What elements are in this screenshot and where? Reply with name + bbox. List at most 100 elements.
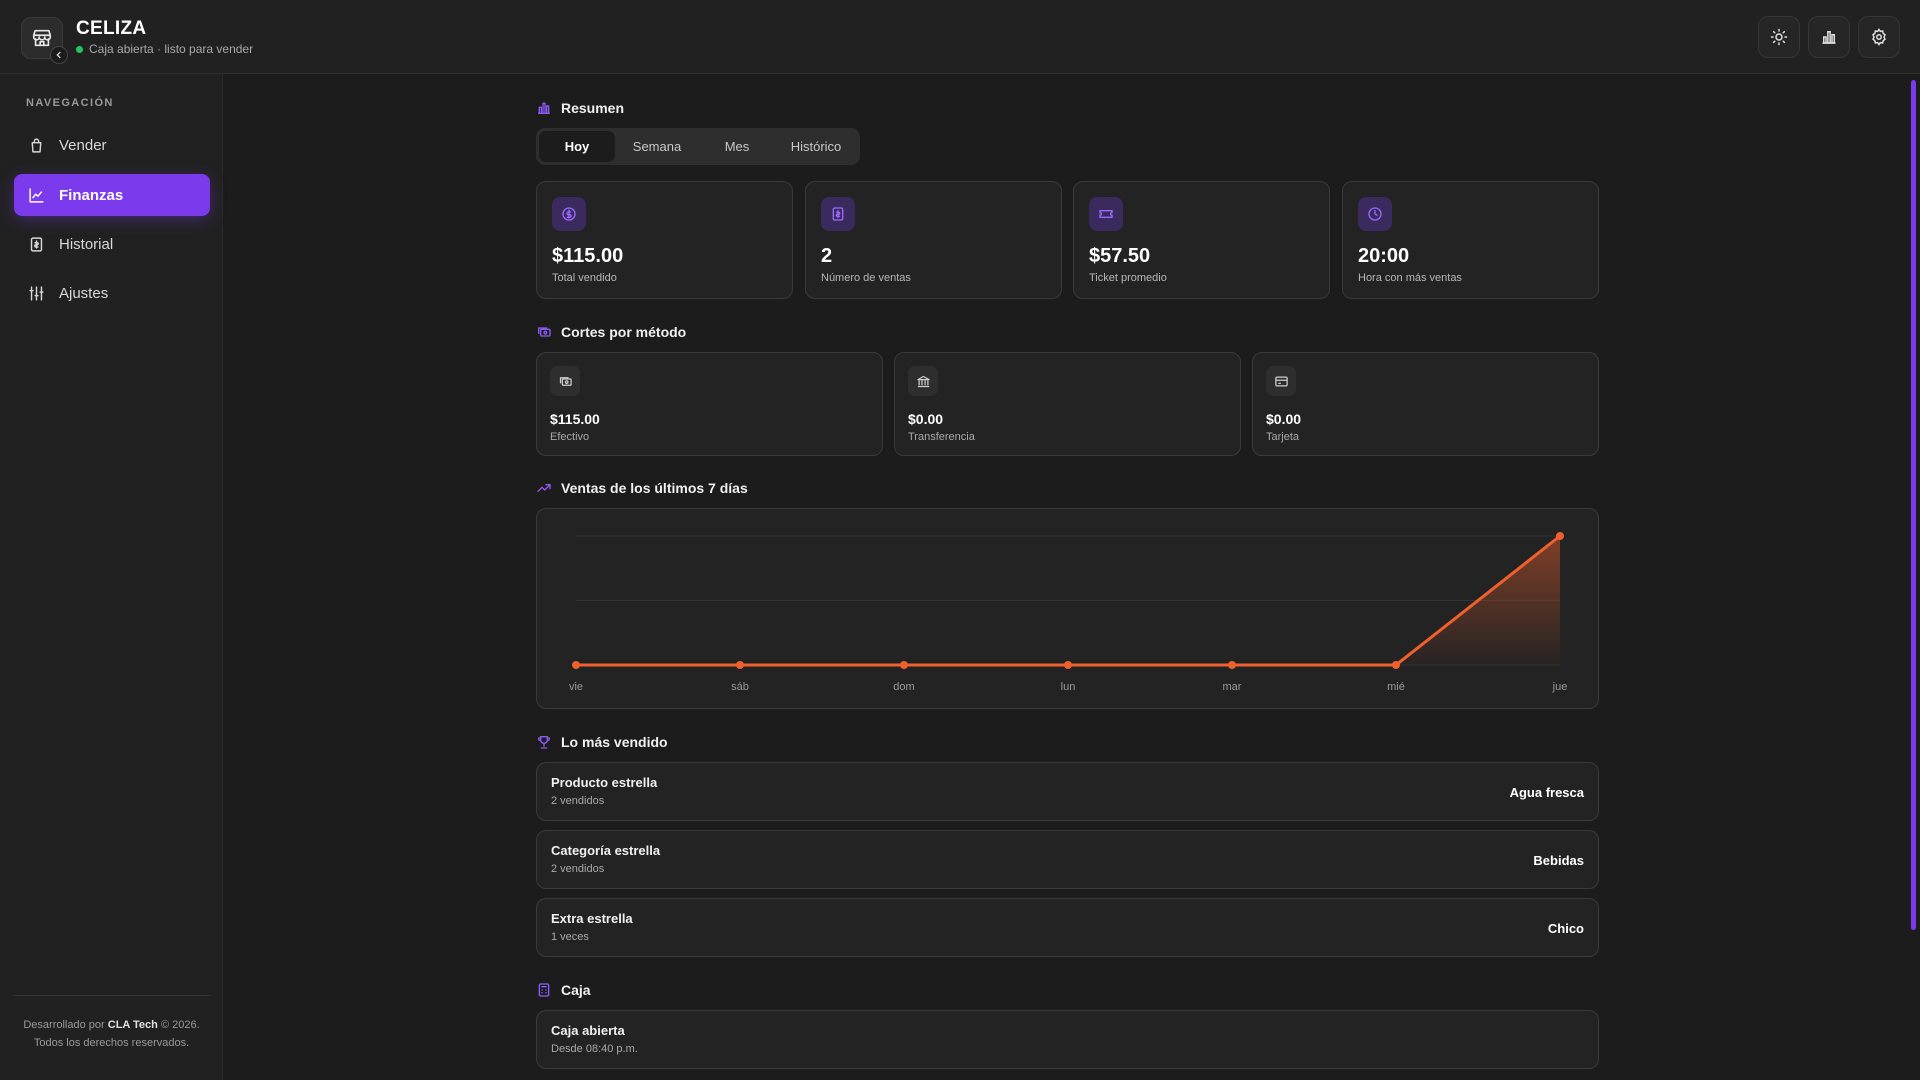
stat-label: Hora con más ventas [1358, 272, 1462, 284]
top-row-extra: Extra estrella 1 veces Chico [536, 898, 1599, 957]
chart-x-tick-label: lun [1061, 681, 1076, 693]
app-title: CELIZA [76, 18, 147, 39]
stat-card-total: $115.00 Total vendido [536, 181, 793, 299]
ventas-title: Ventas de los últimos 7 días [536, 480, 748, 496]
shopping-bag-icon [31, 137, 42, 153]
trending-up-icon [537, 484, 551, 492]
method-card-tarjeta: $0.00 Tarjeta [1252, 352, 1599, 456]
section-title-text: Caja [561, 982, 591, 998]
caja-status-subtitle: Desde 08:40 p.m. [551, 1043, 638, 1055]
calculator-icon [538, 983, 550, 997]
footer-rights: Todos los derechos reservados. [33, 1037, 190, 1049]
bank-icon [908, 366, 938, 396]
sales-chart: vie sáb dom lun mar mié jue [569, 532, 1568, 693]
sidebar-item-label: Finanzas [59, 186, 124, 204]
row-subtitle: 2 vendidos [551, 863, 605, 875]
caja-status-title: Caja abierta [551, 1023, 625, 1038]
resumen-title: Resumen [536, 100, 624, 116]
sidebar-item-vender[interactable]: Vender [14, 124, 210, 166]
chart-point [900, 661, 908, 669]
method-label: Transferencia [908, 431, 975, 443]
chart-x-tick-label: sáb [731, 681, 749, 693]
chart-point [1556, 532, 1564, 540]
row-title: Producto estrella [551, 775, 658, 790]
receipt-icon [30, 236, 43, 252]
method-value: $115.00 [550, 411, 600, 427]
stats-button[interactable] [1808, 16, 1850, 58]
settings-button[interactable] [1858, 16, 1900, 58]
top-title: Lo más vendido [536, 734, 668, 750]
method-card-efectivo: $115.00 Efectivo [536, 352, 883, 456]
stat-value: $115.00 [552, 245, 624, 267]
row-subtitle: 1 veces [551, 931, 589, 943]
sidebar: NAVEGACIÓN Vender Finanzas Historial Aju… [0, 74, 223, 1080]
chart-icon [1822, 31, 1836, 44]
row-value: Agua fresca [1509, 785, 1584, 800]
sidebar-footer: Desarrollado por CLA Tech © 2026. Todos … [0, 1016, 223, 1052]
cash-icon [550, 366, 580, 396]
app-status: Caja abierta · listo para vender [76, 42, 253, 56]
sidebar-item-finanzas[interactable]: Finanzas [14, 174, 210, 216]
method-label: Efectivo [550, 431, 590, 443]
chart-point [572, 661, 580, 669]
stat-label: Total vendido [552, 272, 617, 284]
status-dot [76, 45, 83, 53]
nav-section-label: NAVEGACIÓN [26, 97, 114, 109]
theme-toggle-button[interactable] [1758, 16, 1800, 58]
top-row-categoria: Categoría estrella 2 vendidos Bebidas [536, 830, 1599, 889]
tab-semana[interactable]: Semana [632, 139, 682, 154]
top-row-producto: Producto estrella 2 vendidos Agua fresca [536, 762, 1599, 821]
row-title: Categoría estrella [551, 843, 661, 858]
chart-point [1064, 661, 1072, 669]
method-label: Tarjeta [1266, 431, 1300, 443]
chart-line-icon [29, 187, 44, 203]
dollar-icon [552, 197, 586, 231]
tab-historico[interactable]: Histórico [790, 139, 842, 154]
trophy-icon [537, 736, 551, 749]
row-title: Extra estrella [551, 911, 633, 926]
chart-x-tick-label: mié [1387, 681, 1405, 693]
stat-value: 20:00 [1358, 245, 1410, 267]
status-text: Caja abierta · listo para vender [89, 42, 254, 56]
stat-label: Ticket promedio [1089, 272, 1167, 284]
cash-stack-icon [538, 327, 551, 337]
tab-hoy[interactable]: Hoy [539, 131, 615, 162]
section-title-text: Lo más vendido [561, 734, 668, 750]
scrollbar[interactable] [1911, 80, 1916, 930]
chart-x-tick-label: mar [1223, 681, 1242, 693]
stat-value: $57.50 [1089, 245, 1151, 267]
period-tabs: Hoy Semana Mes Histórico [536, 128, 860, 165]
app-header: CELIZA Caja abierta · listo para vender [0, 0, 1920, 74]
chart-x-tick-label: jue [1552, 681, 1568, 693]
sales-chart-card: vie sáb dom lun mar mié jue [536, 508, 1599, 709]
sun-icon [1770, 28, 1788, 46]
caja-title: Caja [536, 982, 591, 998]
sidebar-item-label: Vender [59, 136, 107, 154]
method-card-transferencia: $0.00 Transferencia [894, 352, 1241, 456]
footer-prefix: Desarrollado por [23, 1019, 105, 1031]
footer-brand: CLA Tech [107, 1019, 158, 1031]
gear-icon [1872, 28, 1886, 46]
footer-year: © 2026. [160, 1019, 200, 1031]
method-value: $0.00 [1266, 411, 1302, 427]
sidebar-item-historial[interactable]: Historial [14, 223, 210, 265]
chart-x-tick-label: dom [893, 681, 914, 693]
collapse-sidebar-button[interactable] [50, 46, 68, 64]
card-icon [1266, 366, 1296, 396]
chart-x-tick-label: vie [569, 681, 583, 693]
row-value: Bebidas [1533, 853, 1584, 868]
chart-area [576, 536, 1560, 665]
clock-icon [1358, 197, 1392, 231]
sidebar-divider [14, 995, 210, 996]
chart-point [1392, 661, 1400, 669]
ticket-icon [1089, 197, 1123, 231]
stat-card-ventas: 2 Número de ventas [805, 181, 1062, 299]
chart-point [1228, 661, 1236, 669]
store-icon[interactable] [21, 17, 63, 59]
sidebar-item-ajustes[interactable]: Ajustes [14, 272, 210, 314]
section-title-text: Resumen [561, 100, 625, 116]
tab-mes[interactable]: Mes [724, 139, 750, 154]
section-title-text: Ventas de los últimos 7 días [561, 480, 748, 496]
receipt-icon [821, 197, 855, 231]
stat-label: Número de ventas [821, 272, 911, 284]
